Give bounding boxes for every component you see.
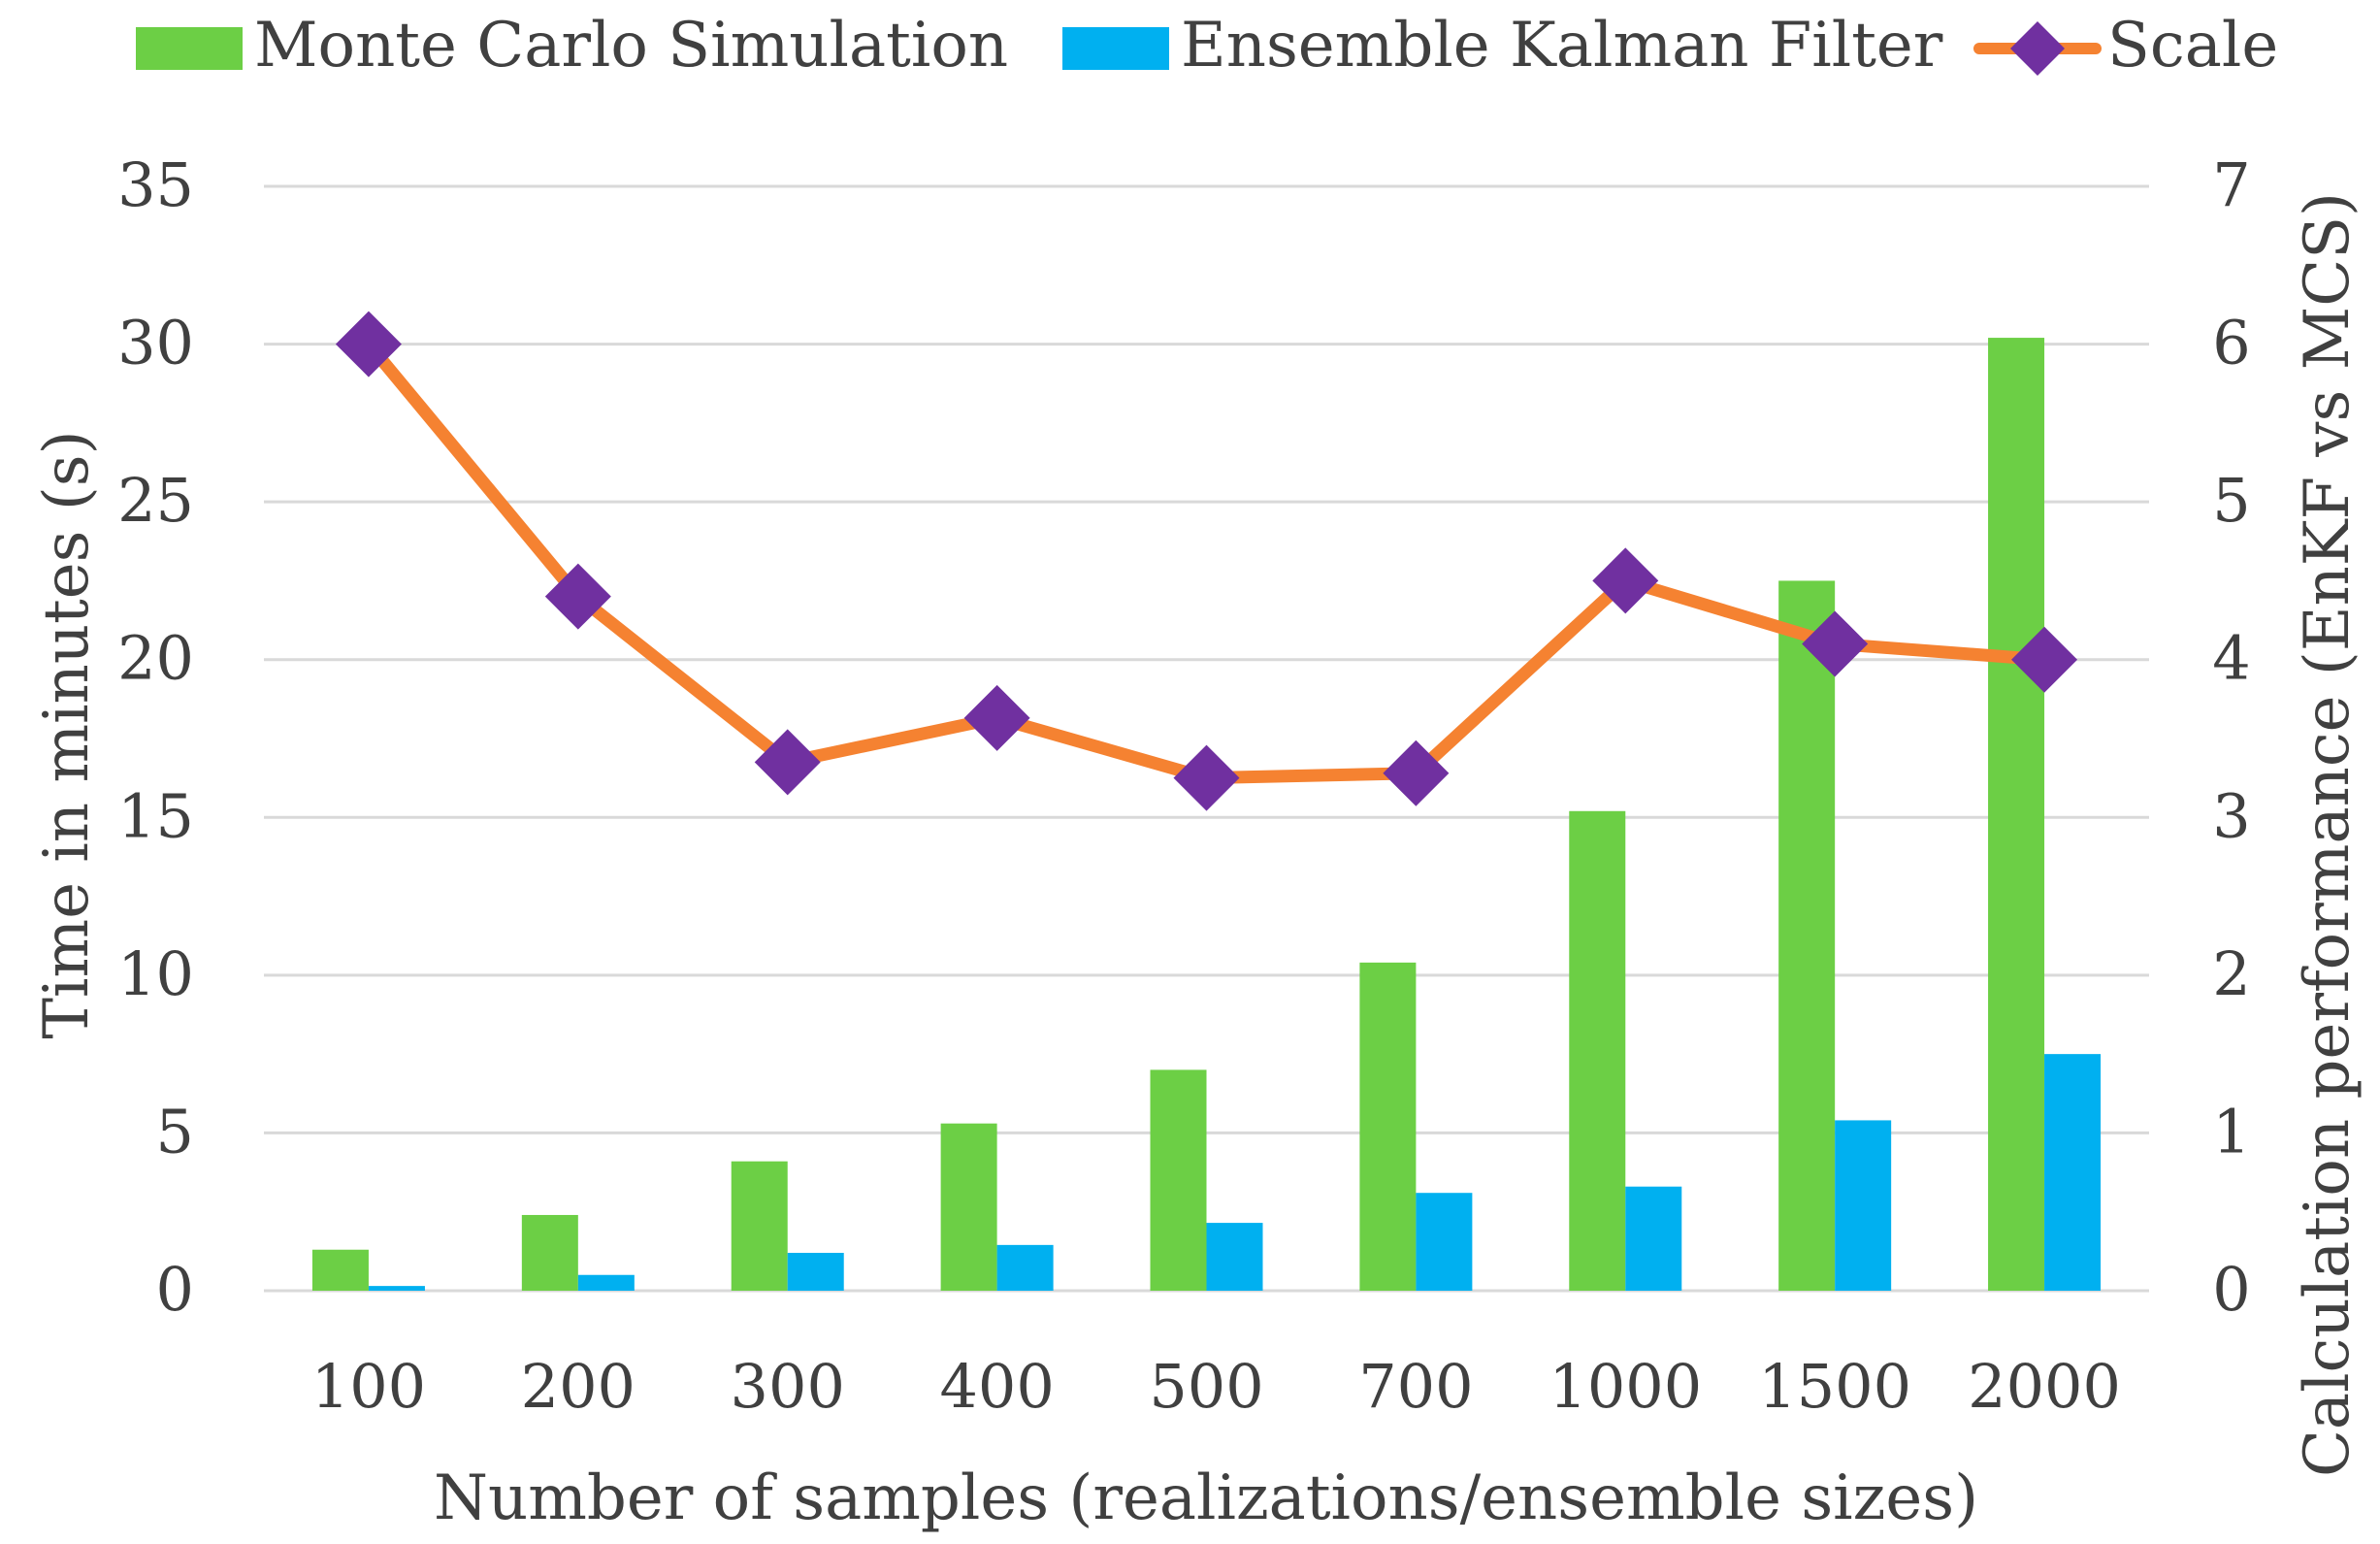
y-tick-label: 5 [156,1096,194,1166]
bar-enkf [996,1244,1054,1291]
bar-monte-carlo [311,1249,369,1291]
x-axis-ticks: 100 200 300 400 500 700 1000 1500 2000 [311,1351,2121,1422]
x-tick-label: 2000 [1968,1351,2121,1422]
bar-monte-carlo [1778,580,1836,1291]
scale-line-series [335,311,2078,811]
x-tick-label: 100 [311,1351,426,1422]
scale-marker [544,563,611,630]
y2-tick-label: 7 [2212,149,2250,220]
scale-marker [963,684,1030,751]
legend-swatch-enkf [1062,27,1169,70]
bar-monte-carlo [1150,1069,1207,1291]
x-tick-label: 500 [1149,1351,1263,1422]
x-tick-label: 200 [521,1351,636,1422]
x-tick-label: 400 [939,1351,1054,1422]
y-tick-label: 0 [156,1254,194,1325]
y2-tick-label: 6 [2212,308,2250,378]
legend: Monte Carlo Simulation Ensemble Kalman F… [136,10,2278,82]
x-tick-label: 1500 [1758,1351,1911,1422]
bar-monte-carlo [521,1214,578,1291]
x-tick-label: 1000 [1549,1351,1702,1422]
scale-marker [1383,739,1450,806]
x-axis-title: Number of samples (realizations/ensemble… [434,1462,1978,1534]
y2-tick-label: 4 [2212,623,2250,694]
scale-marker [335,311,402,378]
y-axis-left-ticks: 0 5 10 15 20 25 30 35 [117,149,194,1325]
y2-tick-label: 2 [2212,938,2250,1009]
bar-enkf [2044,1054,2102,1291]
y-tick-label: 35 [117,149,194,220]
scale-marker [1802,610,1869,677]
bar-enkf [787,1252,844,1291]
bar-enkf [368,1286,425,1291]
x-tick-label: 300 [731,1351,845,1422]
bar-enkf [1625,1186,1682,1291]
legend-label-scale: Scale [2107,10,2278,82]
legend-swatch-scale-marker [2010,21,2065,76]
legend-label-monte-carlo: Monte Carlo Simulation [254,10,1008,82]
scale-marker [754,729,821,796]
bar-enkf [577,1274,635,1291]
y-axis-right-ticks: 0 1 2 3 4 5 6 7 [2212,149,2250,1325]
scale-marker [1592,547,1659,614]
y-tick-label: 25 [117,465,194,536]
y-axis-left-title: Time in minutes (s) [31,430,103,1038]
legend-label-enkf: Ensemble Kalman Filter [1181,10,1943,82]
scale-marker [2011,626,2078,693]
bar-monte-carlo [940,1123,997,1291]
bar-enkf [1416,1193,1473,1291]
bars [311,338,2102,1291]
y2-tick-label: 3 [2212,780,2250,851]
y-tick-label: 15 [117,780,194,851]
y-tick-label: 30 [117,308,194,378]
bar-enkf [1835,1120,1892,1291]
y2-tick-label: 5 [2212,465,2250,536]
bar-monte-carlo [731,1161,788,1291]
bar-monte-carlo [1359,962,1417,1291]
scale-marker [1173,744,1240,811]
bar-enkf [1206,1223,1263,1291]
x-tick-label: 700 [1358,1351,1473,1422]
bar-monte-carlo [1988,338,2045,1291]
y-tick-label: 10 [117,938,194,1009]
legend-swatch-monte-carlo [136,27,243,70]
y-tick-label: 20 [117,623,194,694]
bar-monte-carlo [1569,810,1626,1291]
y2-tick-label: 1 [2212,1096,2250,1166]
y2-tick-label: 0 [2212,1254,2250,1325]
y-axis-right-title: Calculation performance (EnKF vs MCS) [2292,192,2364,1477]
